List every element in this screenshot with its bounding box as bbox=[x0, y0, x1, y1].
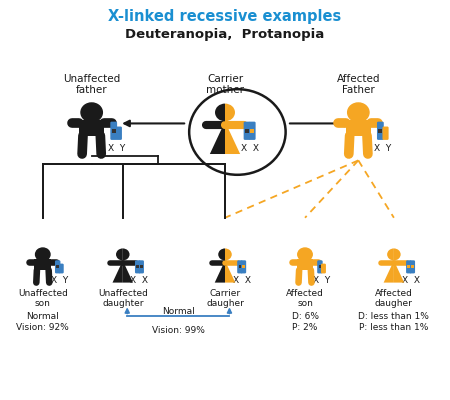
Bar bbox=[411, 265, 414, 268]
Wedge shape bbox=[116, 248, 123, 260]
Bar bbox=[245, 128, 249, 133]
Text: D: less than 1%
P: less than 1%: D: less than 1% P: less than 1% bbox=[359, 312, 429, 332]
FancyBboxPatch shape bbox=[377, 122, 384, 140]
Text: X  X: X X bbox=[401, 276, 419, 285]
FancyBboxPatch shape bbox=[249, 122, 256, 140]
FancyBboxPatch shape bbox=[135, 260, 140, 274]
Text: Carrier
daugher: Carrier daugher bbox=[206, 289, 244, 308]
FancyBboxPatch shape bbox=[58, 264, 64, 274]
FancyBboxPatch shape bbox=[382, 126, 389, 140]
FancyBboxPatch shape bbox=[243, 122, 251, 140]
Wedge shape bbox=[218, 248, 225, 260]
Circle shape bbox=[36, 248, 50, 261]
FancyBboxPatch shape bbox=[110, 122, 117, 140]
Text: Normal
Vision: 92%: Normal Vision: 92% bbox=[16, 312, 69, 332]
Text: Affected
son: Affected son bbox=[286, 289, 324, 308]
Polygon shape bbox=[383, 261, 394, 282]
Bar bbox=[136, 265, 139, 268]
Text: X  X: X X bbox=[241, 144, 259, 153]
Text: Vision: 99%: Vision: 99% bbox=[152, 326, 205, 335]
Text: X  Y: X Y bbox=[51, 276, 68, 285]
Text: X  Y: X Y bbox=[313, 276, 330, 285]
Circle shape bbox=[348, 103, 369, 122]
Text: Normal: Normal bbox=[162, 307, 195, 316]
Text: Deuteranopia,  Protanopia: Deuteranopia, Protanopia bbox=[126, 28, 324, 42]
FancyBboxPatch shape bbox=[241, 260, 246, 274]
Circle shape bbox=[298, 248, 312, 261]
Bar bbox=[407, 265, 410, 268]
FancyBboxPatch shape bbox=[297, 260, 313, 270]
FancyBboxPatch shape bbox=[406, 260, 412, 274]
Polygon shape bbox=[215, 261, 225, 282]
Text: X  X: X X bbox=[233, 276, 251, 285]
FancyBboxPatch shape bbox=[55, 260, 60, 274]
Polygon shape bbox=[210, 122, 225, 154]
Bar bbox=[56, 265, 59, 268]
FancyBboxPatch shape bbox=[79, 120, 104, 136]
FancyBboxPatch shape bbox=[34, 260, 51, 270]
Text: D: 6%
P: 2%: D: 6% P: 2% bbox=[292, 312, 319, 332]
Bar bbox=[238, 265, 241, 268]
Bar bbox=[112, 128, 116, 133]
FancyBboxPatch shape bbox=[346, 120, 371, 136]
Bar bbox=[140, 265, 143, 268]
FancyBboxPatch shape bbox=[116, 126, 122, 140]
Text: X  X: X X bbox=[130, 276, 148, 285]
FancyBboxPatch shape bbox=[139, 260, 144, 274]
FancyBboxPatch shape bbox=[410, 260, 415, 274]
Wedge shape bbox=[215, 104, 225, 121]
Bar bbox=[242, 265, 245, 268]
FancyBboxPatch shape bbox=[321, 264, 326, 274]
Text: X-linked recessive examples: X-linked recessive examples bbox=[108, 9, 342, 24]
Wedge shape bbox=[394, 248, 400, 260]
FancyBboxPatch shape bbox=[237, 260, 243, 274]
Circle shape bbox=[81, 103, 102, 122]
Polygon shape bbox=[112, 261, 123, 282]
Text: X  Y: X Y bbox=[108, 144, 125, 153]
Wedge shape bbox=[387, 248, 394, 260]
Polygon shape bbox=[225, 122, 240, 154]
Text: Unaffected
son: Unaffected son bbox=[18, 289, 68, 308]
Bar bbox=[378, 128, 382, 133]
Text: Affected
daugher: Affected daugher bbox=[375, 289, 413, 308]
FancyBboxPatch shape bbox=[317, 260, 323, 274]
Text: Unaffected
daughter: Unaffected daughter bbox=[98, 289, 148, 308]
Wedge shape bbox=[225, 104, 235, 121]
Polygon shape bbox=[123, 261, 133, 282]
Polygon shape bbox=[225, 261, 235, 282]
Text: Affected
Father: Affected Father bbox=[337, 74, 380, 95]
Text: Unaffected
father: Unaffected father bbox=[63, 74, 120, 95]
Bar bbox=[319, 265, 321, 268]
Polygon shape bbox=[394, 261, 404, 282]
Text: Carrier
mother: Carrier mother bbox=[206, 74, 244, 95]
Text: X  Y: X Y bbox=[374, 144, 392, 153]
Bar bbox=[250, 128, 254, 133]
Wedge shape bbox=[123, 248, 130, 260]
Wedge shape bbox=[225, 248, 232, 260]
